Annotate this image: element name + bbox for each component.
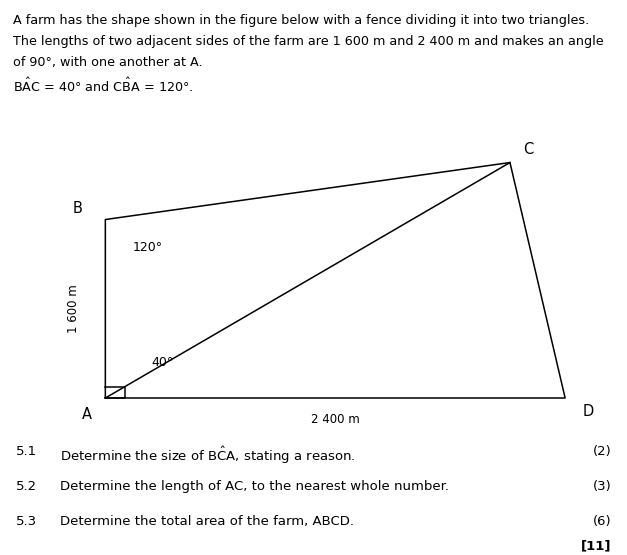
Text: 5.3: 5.3 (16, 515, 37, 528)
Text: (2): (2) (593, 445, 611, 458)
Text: Determine the length of AC, to the nearest whole number.: Determine the length of AC, to the neare… (60, 480, 448, 493)
Text: The lengths of two adjacent sides of the farm are 1 600 m and 2 400 m and makes : The lengths of two adjacent sides of the… (13, 35, 603, 48)
Text: A: A (82, 407, 92, 422)
Text: 120°: 120° (133, 241, 163, 254)
Text: C: C (523, 142, 534, 157)
Text: 40°: 40° (151, 356, 174, 369)
Text: 5.2: 5.2 (16, 480, 37, 493)
Text: 5.1: 5.1 (16, 445, 37, 458)
Text: 2 400 m: 2 400 m (311, 413, 360, 426)
Text: (3): (3) (593, 480, 611, 493)
Text: B$\hat{\mathrm{A}}$C = 40° and C$\hat{\mathrm{B}}$A = 120°.: B$\hat{\mathrm{A}}$C = 40° and C$\hat{\m… (13, 77, 193, 95)
Text: (6): (6) (593, 515, 611, 528)
Text: of 90°, with one another at A.: of 90°, with one another at A. (13, 56, 202, 69)
Text: 1 600 m: 1 600 m (66, 284, 80, 333)
Text: A farm has the shape shown in the figure below with a fence dividing it into two: A farm has the shape shown in the figure… (13, 14, 589, 27)
Text: B: B (73, 200, 82, 215)
Text: D: D (582, 404, 594, 419)
Text: Determine the total area of the farm, ABCD.: Determine the total area of the farm, AB… (60, 515, 354, 528)
Text: Determine the size of B$\hat{\mathrm{C}}$A, stating a reason.: Determine the size of B$\hat{\mathrm{C}}… (60, 445, 355, 466)
Text: [11]: [11] (581, 539, 611, 552)
